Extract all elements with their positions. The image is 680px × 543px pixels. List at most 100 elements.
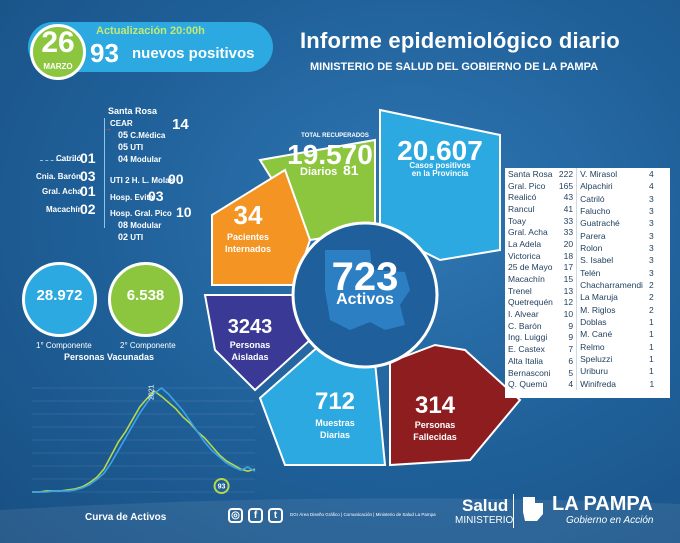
locality-name: Relmo [580,341,605,352]
locality-count: 2 [648,292,654,303]
new-positives-count: 93 [90,38,119,68]
locality-row: Quetrequén 12 [505,297,576,309]
cear-item-num: 04 [118,154,129,164]
locality-row: I. Alvear 10 [505,308,576,320]
isolated-segment [203,294,312,392]
locality-name: V. Mirasol [580,169,618,180]
locality-name: Speluzzi [580,354,613,365]
cear-item-label: UTI [130,143,144,152]
localities-left: Santa Rosa 222 Gral. Pico 165 Realicó 43 Rancu… [505,168,576,390]
locality-row: La Maruja 2 [577,291,658,303]
locality-row: Doblas 1 [577,316,658,328]
locality-name: Uriburu [580,366,608,377]
locality-row: Santa Rosa 222 [505,168,576,180]
uti-molas-label: UTI 2 H. L. Molas [110,176,175,185]
other-num: 01 [80,150,96,166]
ministerio-label: MINISTERIO [455,515,514,526]
first-dose-circle [22,262,97,337]
locality-row: V. Mirasol 4 [577,168,658,180]
locality-row: S. Isabel 3 [577,254,658,266]
series-line [32,390,256,493]
locality-name: 25 de Mayo [508,262,553,273]
locality-count: 1 [649,378,655,389]
pico-label: Hosp. Gral. Pico [110,209,172,218]
locality-count: 4 [568,379,574,390]
locality-name: Ing. Luiggi [508,332,548,343]
other-num: 02 [80,201,96,217]
isolated-label: Aisladas [231,352,269,362]
locality-count: 9 [568,320,574,331]
locality-count: 5 [568,367,574,378]
locality-count: 41 [563,203,574,214]
current-value-marker [213,478,230,494]
locality-name: Victorica [508,250,541,261]
locality-row: Bernasconi 5 [505,367,576,379]
hospitalized-label: Internados [224,244,271,254]
locality-count: 43 [563,192,574,203]
locality-name: Gral. Acha [508,227,548,238]
locality-name: Realicó [508,192,537,203]
locality-count: 3 [648,255,654,266]
locality-name: M. Riglos [580,304,616,315]
locality-name: Doblas [580,317,607,328]
locality-row: M. Riglos 2 [577,304,658,316]
locality-count: 3 [648,206,654,217]
instagram-icon[interactable]: ◎ [228,508,243,523]
locality-count: 2 [648,280,654,291]
twitter-icon[interactable]: t [268,508,283,523]
locality-count: 4 [648,169,654,180]
cear-item-num: 05 [118,142,129,152]
list-connector [104,118,105,228]
locality-name: Telén [580,267,601,278]
locality-name: Alpachiri [580,181,613,192]
locality-count: 3 [648,230,654,241]
locality-row: Gral. Pico 165 [505,180,576,192]
locality-count: 17 [563,262,574,273]
status-donut [203,108,522,467]
uti-molas-num: 00 [168,171,184,187]
locality-count: 3 [648,267,654,278]
locality-count: 10 [563,309,574,320]
locality-count: 1 [648,341,654,352]
divider [513,494,514,528]
locality-count: 1 [648,366,654,377]
locality-name: La Maruja [580,292,618,303]
deaths-label: Fallecidas [413,432,457,442]
arrow-icon: → [104,124,112,133]
locality-row: La Adela 20 [505,238,576,250]
santa-rosa-label: Santa Rosa [108,106,158,116]
pico-item-num: 08 [118,220,129,230]
recovered-total: 19.570 [287,139,373,170]
locality-count: 6 [568,355,574,366]
second-dose-num: 6.538 [126,287,165,304]
year-annotation: 2021 [148,384,155,400]
locality-count: 165 [558,180,574,191]
cases-segment [379,108,501,262]
locality-row: Q. Quemú 4 [505,378,576,390]
locality-name: Rancul [508,203,535,214]
locality-row: Ing. Luiggi 9 [505,332,576,344]
locality-row: Realicó 43 [505,191,576,203]
locality-row: Uriburu 1 [577,365,658,377]
locality-count: 222 [558,168,574,179]
locality-name: Santa Rosa [508,168,553,179]
first-dose-num: 28.972 [36,287,83,304]
chart-title: Curva de Activos [85,512,167,523]
locality-name: I. Alvear [508,309,539,320]
other-label: Catriló [56,154,82,163]
locality-count: 15 [563,274,574,285]
isolated-label: Personas [229,340,271,350]
locality-row: Macachín 15 [505,273,576,285]
locality-name: Winifreda [580,378,616,389]
locality-name: Trenel [508,285,532,296]
locality-count: 20 [563,238,574,249]
date-day: 26 [41,26,75,59]
series-line [32,386,256,493]
locality-row: Rancul 41 [505,203,576,215]
daily-recovered-num: 81 [343,162,359,178]
locality-count: 1 [648,354,654,365]
facebook-icon[interactable]: f [248,508,263,523]
isolated-num: 3243 [227,316,273,338]
samples-segment [258,343,387,466]
locality-count: 3 [648,218,654,229]
